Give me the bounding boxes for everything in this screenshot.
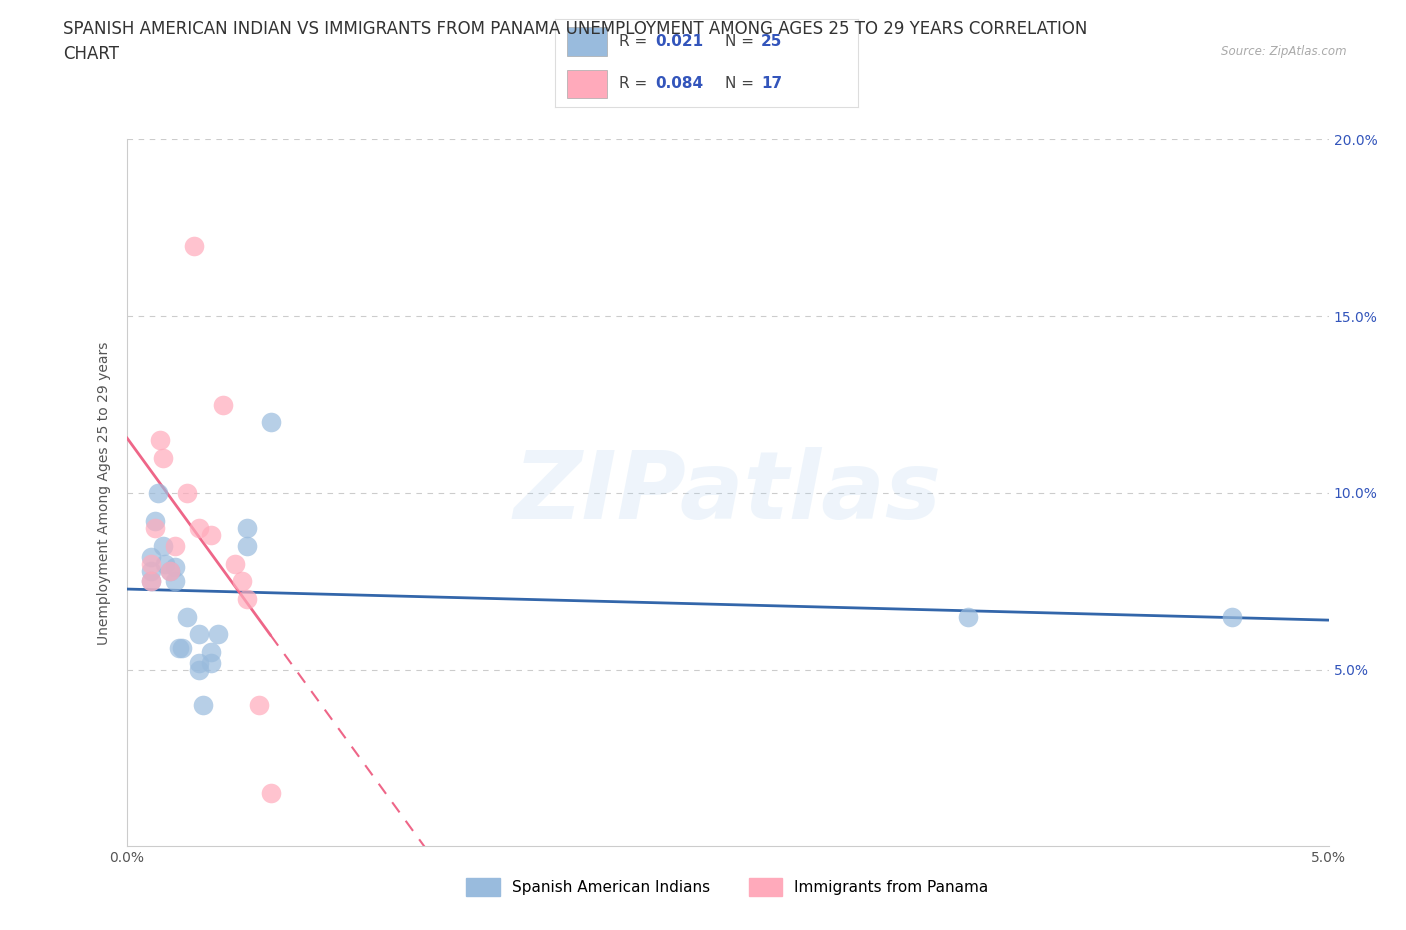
Point xyxy=(247,698,270,712)
Bar xyxy=(568,70,607,99)
Point xyxy=(200,528,222,543)
Text: 0.021: 0.021 xyxy=(655,34,703,49)
Point xyxy=(211,397,233,412)
Bar xyxy=(568,27,607,56)
Point xyxy=(224,556,246,571)
Point xyxy=(139,556,162,571)
Point xyxy=(163,574,186,589)
Point xyxy=(207,627,229,642)
Point xyxy=(187,662,209,677)
Point xyxy=(159,564,181,578)
Text: 17: 17 xyxy=(761,76,782,91)
Text: ZIPatlas: ZIPatlas xyxy=(513,447,942,538)
Text: R =: R = xyxy=(619,76,652,91)
Text: 25: 25 xyxy=(761,34,782,49)
Y-axis label: Unemployment Among Ages 25 to 29 years: Unemployment Among Ages 25 to 29 years xyxy=(97,341,111,644)
Text: Source: ZipAtlas.com: Source: ZipAtlas.com xyxy=(1222,45,1347,58)
Point xyxy=(139,549,162,564)
Point xyxy=(187,655,209,670)
Point xyxy=(193,698,215,712)
Point xyxy=(231,574,253,589)
Point xyxy=(1222,609,1244,624)
Point xyxy=(200,655,222,670)
Point xyxy=(260,786,283,801)
Point xyxy=(200,644,222,659)
Point xyxy=(139,574,162,589)
Point xyxy=(152,450,174,465)
Point xyxy=(260,415,283,430)
Point xyxy=(139,574,162,589)
Point xyxy=(176,609,198,624)
Point xyxy=(235,538,259,553)
Point xyxy=(153,556,176,571)
Point xyxy=(187,521,209,536)
Text: SPANISH AMERICAN INDIAN VS IMMIGRANTS FROM PANAMA UNEMPLOYMENT AMONG AGES 25 TO : SPANISH AMERICAN INDIAN VS IMMIGRANTS FR… xyxy=(63,20,1088,38)
Point xyxy=(152,538,174,553)
Text: CHART: CHART xyxy=(63,45,120,62)
Point xyxy=(235,591,259,606)
Point xyxy=(235,521,259,536)
Point xyxy=(145,521,167,536)
Text: N =: N = xyxy=(724,34,758,49)
Text: R =: R = xyxy=(619,34,652,49)
Legend: Spanish American Indians, Immigrants from Panama: Spanish American Indians, Immigrants fro… xyxy=(460,871,995,902)
Point xyxy=(139,564,162,578)
Point xyxy=(145,513,167,528)
Point xyxy=(169,641,191,656)
Point xyxy=(176,485,198,500)
Point xyxy=(956,609,979,624)
Point xyxy=(159,564,181,578)
Point xyxy=(163,538,186,553)
Point xyxy=(183,238,205,253)
Text: 0.084: 0.084 xyxy=(655,76,703,91)
Point xyxy=(170,641,193,656)
Point xyxy=(187,627,209,642)
Text: N =: N = xyxy=(724,76,758,91)
Point xyxy=(163,560,186,575)
Point xyxy=(146,485,169,500)
Point xyxy=(149,432,172,447)
